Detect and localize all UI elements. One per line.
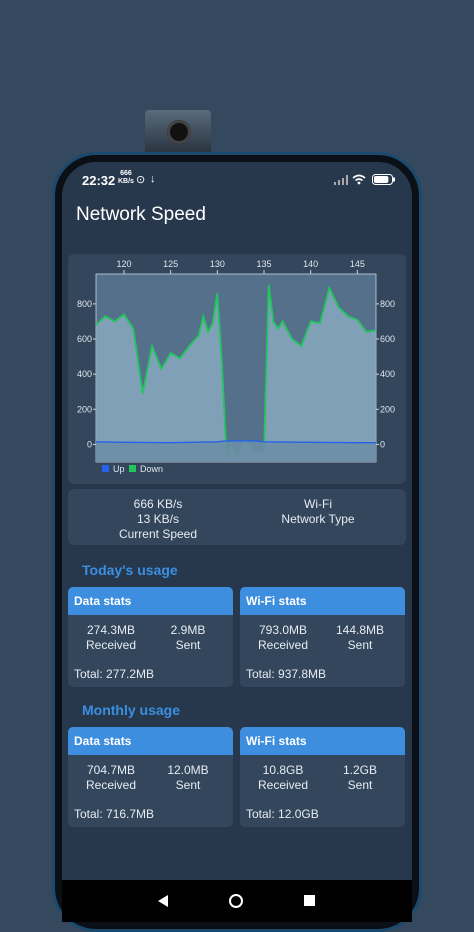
x-tick-label: 140 — [303, 259, 318, 269]
alarm-icon: ⊙ — [136, 174, 146, 186]
legend-swatch-up — [102, 465, 109, 472]
x-tick-label: 120 — [116, 259, 131, 269]
y-tick-label-left: 600 — [77, 334, 92, 344]
popup-camera — [145, 110, 211, 152]
up-series-line — [95, 440, 376, 444]
up-series-area — [96, 440, 376, 462]
received-value: 274.3MB — [86, 623, 136, 637]
monthly-data-stats-card: Data stats 704.7MB Received 12.0MB Sent … — [68, 727, 233, 827]
received-value: 10.8GB — [262, 763, 304, 777]
received-label: Received — [85, 638, 137, 652]
todays-usage-title: Today's usage — [82, 562, 178, 578]
x-tick-label: 130 — [210, 259, 225, 269]
sent-value: 2.9MB — [170, 623, 206, 637]
sent-label: Sent — [347, 638, 373, 652]
y-tick-label-right: 200 — [380, 404, 395, 414]
home-circle-icon[interactable] — [228, 880, 244, 922]
recents-square-icon[interactable] — [304, 880, 316, 922]
y-tick-label-right: 400 — [380, 369, 395, 379]
received-label: Received — [257, 778, 309, 792]
back-triangle-icon[interactable] — [156, 880, 170, 922]
sent-value: 12.0MB — [167, 763, 209, 777]
y-tick-label-right: 800 — [380, 299, 395, 309]
y-tick-label-left: 200 — [77, 404, 92, 414]
current-speed-label: Current Speed — [118, 527, 198, 541]
stat-card-title: Data stats — [68, 587, 233, 615]
wifi-icon — [352, 174, 366, 188]
current-speed-card: 666 KB/s 13 KB/s Current Speed Wi-Fi Net… — [68, 489, 406, 545]
total-value: Total: 12.0GB — [246, 807, 319, 821]
x-tick-label: 135 — [256, 259, 271, 269]
speed-chart-card: 120 125 130 135 140 145 800 600 400 200 0 800 600 400… — [68, 254, 406, 484]
down-series-area — [96, 284, 376, 462]
monthly-usage-title: Monthly usage — [82, 702, 181, 718]
stat-card-title: Data stats — [68, 727, 233, 755]
y-tick-label-left: 800 — [77, 299, 92, 309]
camera-lens-icon — [167, 120, 191, 144]
download-icon: ↓ — [150, 173, 156, 185]
network-type-label: Network Type — [281, 512, 355, 526]
y-tick-label-right: 0 — [380, 439, 385, 449]
down-speed-value: 666 KB/s — [133, 497, 183, 511]
total-value: Total: 716.7MB — [74, 807, 155, 821]
sent-label: Sent — [175, 778, 201, 792]
page-title: Network Speed — [76, 204, 206, 225]
up-speed-value: 13 KB/s — [136, 512, 180, 526]
status-bar: 22:32 666 KB/s ⊙ ↓ — [62, 162, 412, 198]
stat-card-title: Wi-Fi stats — [240, 727, 405, 755]
total-value: Total: 937.8MB — [246, 667, 327, 681]
monthly-wifi-stats-card: Wi-Fi stats 10.8GB Received 1.2GB Sent T… — [240, 727, 405, 827]
received-value: 793.0MB — [258, 623, 308, 637]
received-value: 704.7MB — [86, 763, 136, 777]
signal-icon — [334, 175, 348, 188]
battery-icon — [372, 174, 396, 188]
navigation-bar — [62, 880, 412, 922]
sent-value: 144.8MB — [335, 623, 385, 637]
stat-card-title: Wi-Fi stats — [240, 587, 405, 615]
total-value: Total: 277.2MB — [74, 667, 155, 681]
y-tick-label-right: 600 — [380, 334, 395, 344]
today-wifi-stats-card: Wi-Fi stats 793.0MB Received 144.8MB Sen… — [240, 587, 405, 687]
sent-label: Sent — [175, 638, 201, 652]
legend-label-down: Down — [140, 464, 163, 474]
y-tick-label-left: 0 — [87, 439, 92, 449]
y-tick-label-left: 400 — [77, 369, 92, 379]
received-label: Received — [257, 638, 309, 652]
status-net-speed: 666 KB/s — [118, 170, 134, 185]
network-type-value: Wi-Fi — [304, 497, 332, 511]
sent-value: 1.2GB — [342, 763, 378, 777]
x-tick-label: 125 — [163, 259, 178, 269]
legend-swatch-down — [129, 465, 136, 472]
status-time: 22:32 — [82, 173, 116, 188]
received-label: Received — [85, 778, 137, 792]
app-screen: 22:32 666 KB/s ⊙ ↓ Network Speed 120 125 1… — [62, 162, 412, 922]
legend-label-up: Up — [113, 464, 125, 474]
x-tick-label: 145 — [350, 259, 365, 269]
speed-chart: 120 125 130 135 140 145 800 600 400 200 0 800 600 400… — [77, 259, 395, 474]
today-data-stats-card: Data stats 274.3MB Received 2.9MB Sent T… — [68, 587, 233, 687]
sent-label: Sent — [347, 778, 373, 792]
